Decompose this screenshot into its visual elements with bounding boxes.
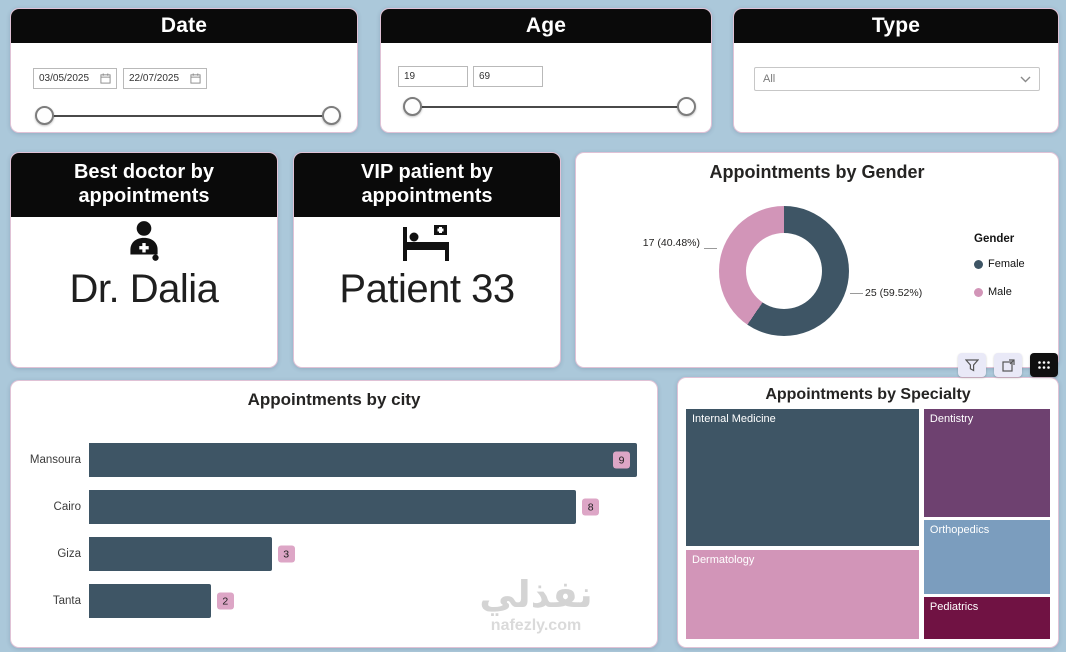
calendar-icon (190, 73, 201, 84)
chevron-down-icon (1020, 76, 1031, 82)
legend-item-female[interactable]: Female (974, 258, 1025, 270)
focus-mode-icon (1001, 358, 1015, 372)
best-doctor-title: Best doctor by appointments (11, 153, 277, 217)
type-dropdown-value: All (763, 73, 776, 85)
treemap-cell[interactable]: Pediatrics (922, 596, 1051, 640)
specialty-chart-title: Appointments by Specialty (765, 386, 971, 403)
date-slider-handle-min[interactable] (35, 106, 54, 125)
date-slider-handle-max[interactable] (322, 106, 341, 125)
gender-chart-title: Appointments by Gender (709, 162, 925, 182)
bar-row: Cairo 8 (19, 490, 637, 524)
bar[interactable] (89, 443, 637, 477)
bar-value-label: 3 (277, 545, 295, 563)
type-dropdown[interactable]: All (754, 67, 1040, 91)
specialty-treemap: Internal Medicine Dermatology Dentistry Ort… (685, 408, 1051, 640)
bar-row: Giza 3 (19, 537, 637, 571)
doctor-icon (130, 221, 159, 261)
more-options-button[interactable] (1030, 353, 1058, 377)
date-slider-track[interactable] (37, 115, 341, 117)
treemap-cell-label: Internal Medicine (692, 413, 776, 425)
bar[interactable] (89, 584, 211, 618)
city-chart-card: Appointments by city Mansoura 9 Cairo 8 Giza… (10, 380, 658, 648)
bar-track: 3 (89, 537, 637, 571)
age-max-input[interactable]: 69 (473, 66, 543, 87)
bar-value-label: 2 (216, 592, 234, 610)
patient-bed-icon (403, 225, 449, 261)
bar-track: 9 (89, 443, 637, 477)
watermark: نفذلي nafezly.com (441, 573, 631, 635)
date-filter-title: Date (11, 9, 357, 43)
bar-row: Tanta 2 (19, 584, 637, 618)
donut-hole (746, 233, 822, 309)
gender-chart-card: Appointments by Gender 17 (40.48%) 25 (5… (575, 152, 1059, 368)
visual-hover-toolbar (958, 353, 1058, 377)
type-filter-card: Type All (733, 8, 1059, 133)
gender-donut[interactable] (719, 206, 849, 336)
bar[interactable] (89, 490, 577, 524)
legend-label-male: Male (988, 286, 1012, 298)
category-label: Mansoura (29, 454, 81, 466)
bar-track: 2 (89, 584, 637, 618)
treemap-cell[interactable]: Dentistry (922, 408, 1051, 518)
treemap-cell[interactable]: Dermatology (685, 548, 920, 640)
filter-icon (965, 358, 979, 371)
focus-mode-button[interactable] (994, 353, 1022, 377)
donut-callout-line (850, 293, 863, 294)
bar-value-label: 9 (613, 451, 630, 469)
age-slider-handle-min[interactable] (403, 97, 422, 116)
bar-value-label: 8 (582, 498, 600, 516)
watermark-arabic: نفذلي (479, 573, 593, 616)
best-doctor-value: Dr. Dalia (69, 267, 219, 311)
legend-dot-female (974, 259, 983, 269)
date-start-input[interactable]: 03/05/2025 (33, 68, 117, 89)
legend-label-female: Female (988, 258, 1025, 270)
filter-button[interactable] (958, 353, 986, 377)
vip-patient-title: VIP patient by appointments (294, 153, 560, 217)
age-slider-handle-max[interactable] (677, 97, 696, 116)
type-filter-title: Type (734, 9, 1058, 43)
donut-callout-line (704, 248, 717, 249)
donut-label-male: 17 (40.48%) (642, 237, 700, 249)
gender-legend: Gender Female Male (974, 233, 1025, 314)
age-max-value: 69 (479, 71, 491, 82)
treemap-cell-label: Orthopedics (929, 524, 990, 537)
bar-track: 8 (89, 490, 637, 524)
legend-dot-male (974, 287, 983, 297)
treemap-cell-label: Dentistry (929, 413, 974, 425)
bar[interactable] (89, 537, 272, 571)
age-filter-card: Age 19 69 (380, 8, 712, 133)
date-start-value: 03/05/2025 (39, 73, 90, 84)
category-label: Giza (57, 548, 81, 560)
date-end-input[interactable]: 22/07/2025 (123, 68, 207, 89)
calendar-icon (100, 73, 111, 84)
treemap-cell-label: Pediatrics (929, 601, 979, 614)
category-label: Tanta (52, 595, 81, 607)
vip-patient-card: VIP patient by appointments Patient 33 (293, 152, 561, 368)
city-chart-title: Appointments by city (247, 390, 421, 409)
category-label: Cairo (53, 501, 81, 513)
date-end-value: 22/07/2025 (129, 73, 180, 84)
city-bar-rows: Mansoura 9 Cairo 8 Giza 3 Tanta 2 (19, 443, 637, 631)
best-doctor-card: Best doctor by appointments Dr. Dalia (10, 152, 278, 368)
treemap-cell[interactable]: Internal Medicine (685, 408, 920, 547)
legend-title: Gender (974, 233, 1015, 245)
age-filter-title: Age (381, 9, 711, 43)
grid-dots-icon (1038, 361, 1050, 369)
watermark-latin: nafezly.com (490, 617, 582, 634)
bar-row: Mansoura 9 (19, 443, 637, 477)
age-slider-track[interactable] (405, 106, 693, 108)
legend-item-male[interactable]: Male (974, 286, 1025, 298)
vip-patient-value: Patient 33 (339, 267, 515, 311)
date-filter-card: Date 03/05/2025 22/07/2025 (10, 8, 358, 133)
age-min-input[interactable]: 19 (398, 66, 468, 87)
treemap-cell[interactable]: Orthopedics (922, 519, 1051, 595)
treemap-cell-label: Dermatology (692, 553, 755, 566)
age-min-value: 19 (404, 71, 416, 82)
donut-label-female: 25 (59.52%) (865, 287, 923, 299)
specialty-chart-card: Appointments by Specialty Internal Medic… (677, 377, 1059, 648)
